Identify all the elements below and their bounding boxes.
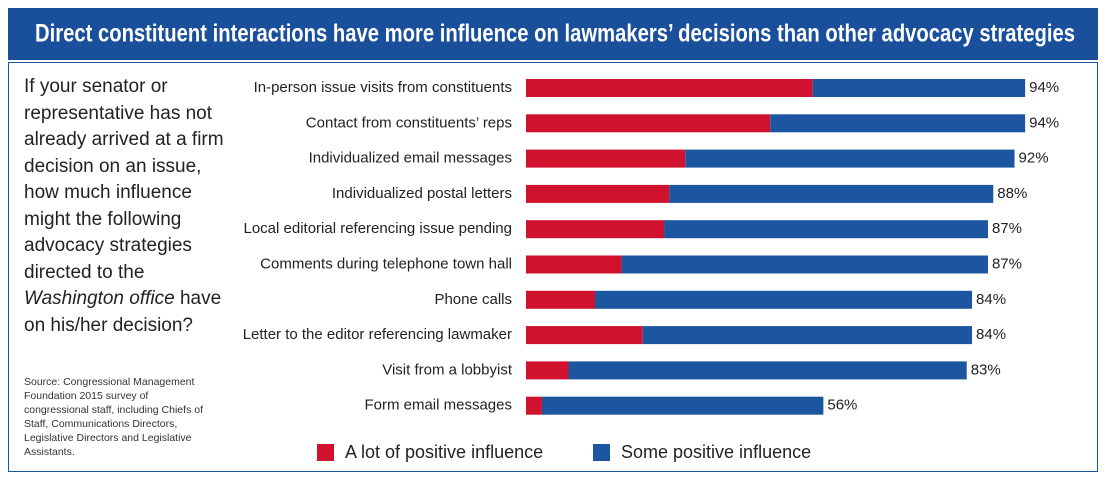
bar-segment: [526, 149, 686, 168]
category-label: Comments during telephone town hall: [260, 255, 512, 272]
bar-segment: [770, 114, 1026, 133]
category-label: Phone calls: [434, 291, 512, 308]
category-label: Local editorial referencing issue pendin…: [243, 220, 512, 237]
total-label: 92%: [1019, 150, 1049, 167]
bar-segment: [526, 184, 670, 203]
bar-segment: [526, 79, 813, 97]
total-label: 84%: [976, 326, 1006, 343]
category-label: Individualized postal letters: [332, 185, 512, 202]
bar-segment: [526, 290, 596, 309]
bar-segment: [669, 184, 994, 203]
bar-segment: [685, 149, 1015, 168]
bar-segment: [664, 220, 988, 239]
total-label: 87%: [992, 220, 1022, 237]
bar-segment: [621, 255, 988, 274]
legend-swatch: [317, 444, 334, 461]
bar-segment: [526, 396, 542, 415]
bar-segment: [812, 79, 1026, 97]
title-bar: [8, 8, 1098, 60]
bar-segment: [595, 290, 973, 309]
bar-segment: [568, 361, 967, 380]
bar-segment: [526, 255, 622, 274]
bar-segment: [526, 114, 771, 133]
question-text: If your senator or representative has no…: [24, 76, 224, 283]
category-label: In-person issue visits from constituents: [254, 79, 512, 96]
legend-label: A lot of positive influence: [345, 442, 543, 462]
source: Source: Congressional Management Foundat…: [24, 376, 203, 458]
bar-segment: [526, 361, 569, 380]
question-text: have on his/her decision?: [24, 288, 222, 336]
bar-segment: [541, 396, 824, 415]
total-label: 94%: [1029, 79, 1059, 96]
category-label: Individualized email messages: [309, 150, 512, 167]
legend-label: Some positive influence: [621, 442, 811, 462]
total-label: 88%: [997, 185, 1027, 202]
total-label: 83%: [971, 361, 1001, 378]
bar-segment: [642, 326, 973, 345]
category-label: Contact from constituents’ reps: [306, 114, 512, 131]
total-label: 56%: [827, 397, 857, 414]
category-label: Letter to the editor referencing lawmake…: [243, 326, 512, 343]
total-label: 84%: [976, 291, 1006, 308]
category-label: Visit from a lobbyist: [382, 361, 513, 378]
bar-segment: [526, 220, 665, 239]
question-italic: Washington office: [24, 288, 175, 309]
total-label: 87%: [992, 255, 1022, 272]
chart-title: Direct constituent interactions have mor…: [35, 20, 1075, 48]
bar-segment: [526, 326, 643, 345]
legend-swatch: [593, 444, 610, 461]
total-label: 94%: [1029, 114, 1059, 131]
question: If your senator or representative has no…: [24, 74, 234, 339]
category-label: Form email messages: [364, 397, 512, 414]
content-frame: [8, 62, 1098, 472]
